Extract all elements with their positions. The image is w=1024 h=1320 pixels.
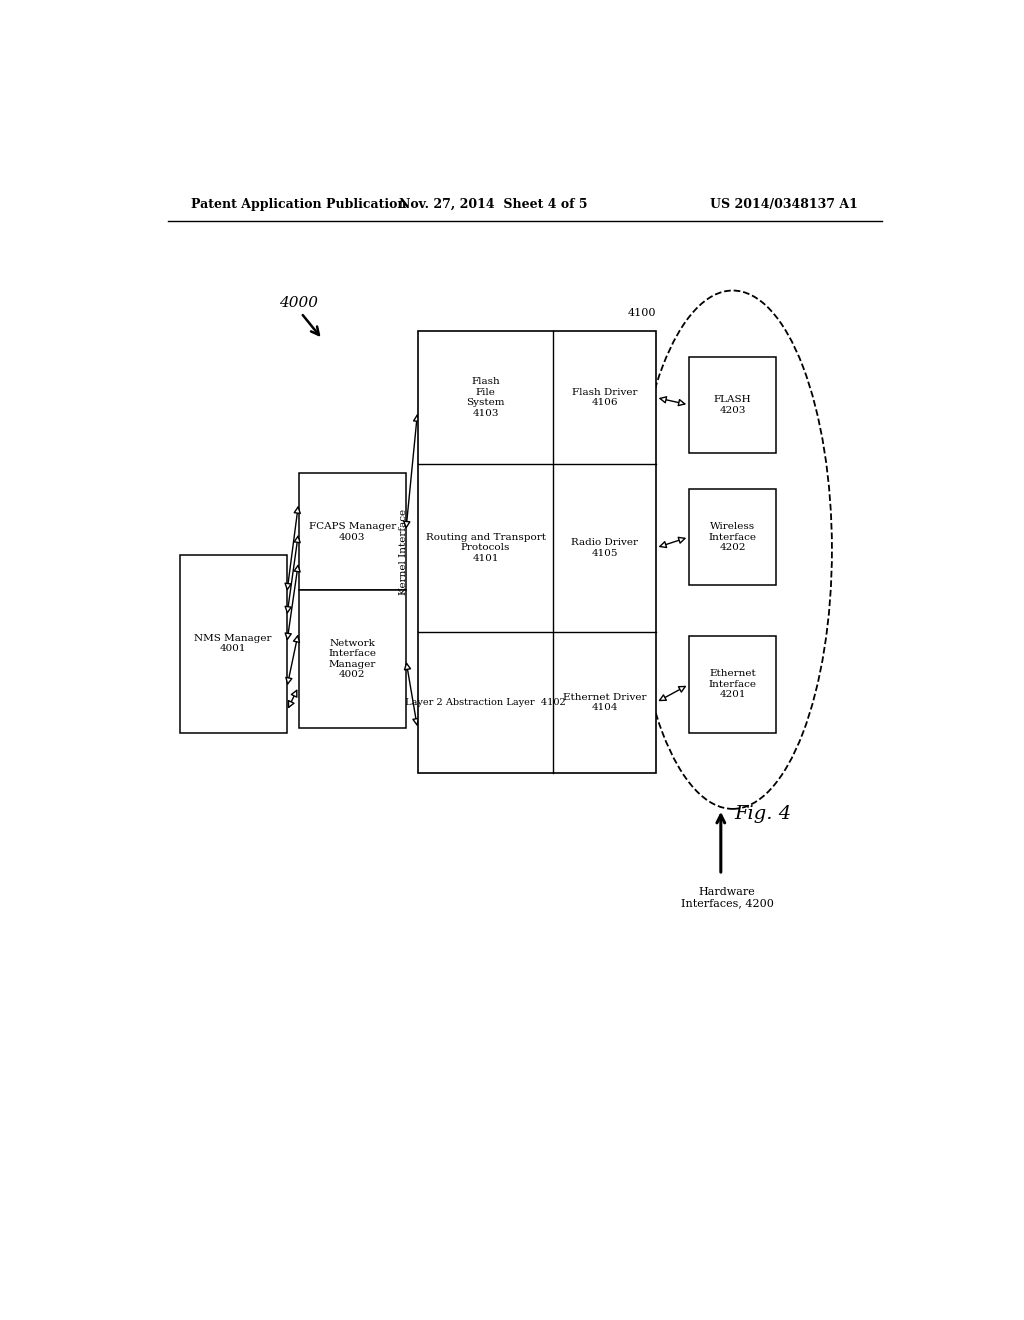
- Text: Flash Driver
4106: Flash Driver 4106: [571, 388, 637, 407]
- Text: US 2014/0348137 A1: US 2014/0348137 A1: [711, 198, 858, 211]
- Text: Patent Application Publication: Patent Application Publication: [191, 198, 407, 211]
- FancyBboxPatch shape: [179, 554, 287, 733]
- Text: Fig. 4: Fig. 4: [734, 805, 792, 822]
- Text: Wireless
Interface
4202: Wireless Interface 4202: [709, 523, 757, 552]
- Text: Flash
File
System
4103: Flash File System 4103: [466, 378, 505, 417]
- Text: 4000: 4000: [280, 296, 318, 310]
- Text: FLASH
4203: FLASH 4203: [714, 395, 752, 414]
- Text: Nov. 27, 2014  Sheet 4 of 5: Nov. 27, 2014 Sheet 4 of 5: [398, 198, 588, 211]
- Text: Kernel Interface: Kernel Interface: [399, 510, 408, 595]
- FancyBboxPatch shape: [689, 356, 776, 453]
- Text: FCAPS Manager
4003: FCAPS Manager 4003: [308, 523, 396, 541]
- Text: Hardware
Interfaces, 4200: Hardware Interfaces, 4200: [681, 887, 773, 908]
- Text: NMS Manager
4001: NMS Manager 4001: [195, 634, 272, 653]
- FancyBboxPatch shape: [299, 474, 406, 590]
- Text: Routing and Transport
Protocols
4101: Routing and Transport Protocols 4101: [426, 533, 546, 562]
- Text: 4100: 4100: [628, 308, 655, 318]
- Text: Radio Driver
4105: Radio Driver 4105: [571, 539, 638, 557]
- Ellipse shape: [634, 290, 831, 809]
- FancyBboxPatch shape: [689, 636, 776, 733]
- FancyBboxPatch shape: [418, 331, 655, 774]
- FancyBboxPatch shape: [689, 488, 776, 585]
- Text: Ethernet Driver
4104: Ethernet Driver 4104: [563, 693, 646, 713]
- Text: Ethernet
Interface
4201: Ethernet Interface 4201: [709, 669, 757, 700]
- FancyBboxPatch shape: [299, 590, 406, 727]
- Text: Network
Interface
Manager
4002: Network Interface Manager 4002: [328, 639, 376, 678]
- Text: Layer 2 Abstraction Layer  4102: Layer 2 Abstraction Layer 4102: [406, 698, 566, 708]
